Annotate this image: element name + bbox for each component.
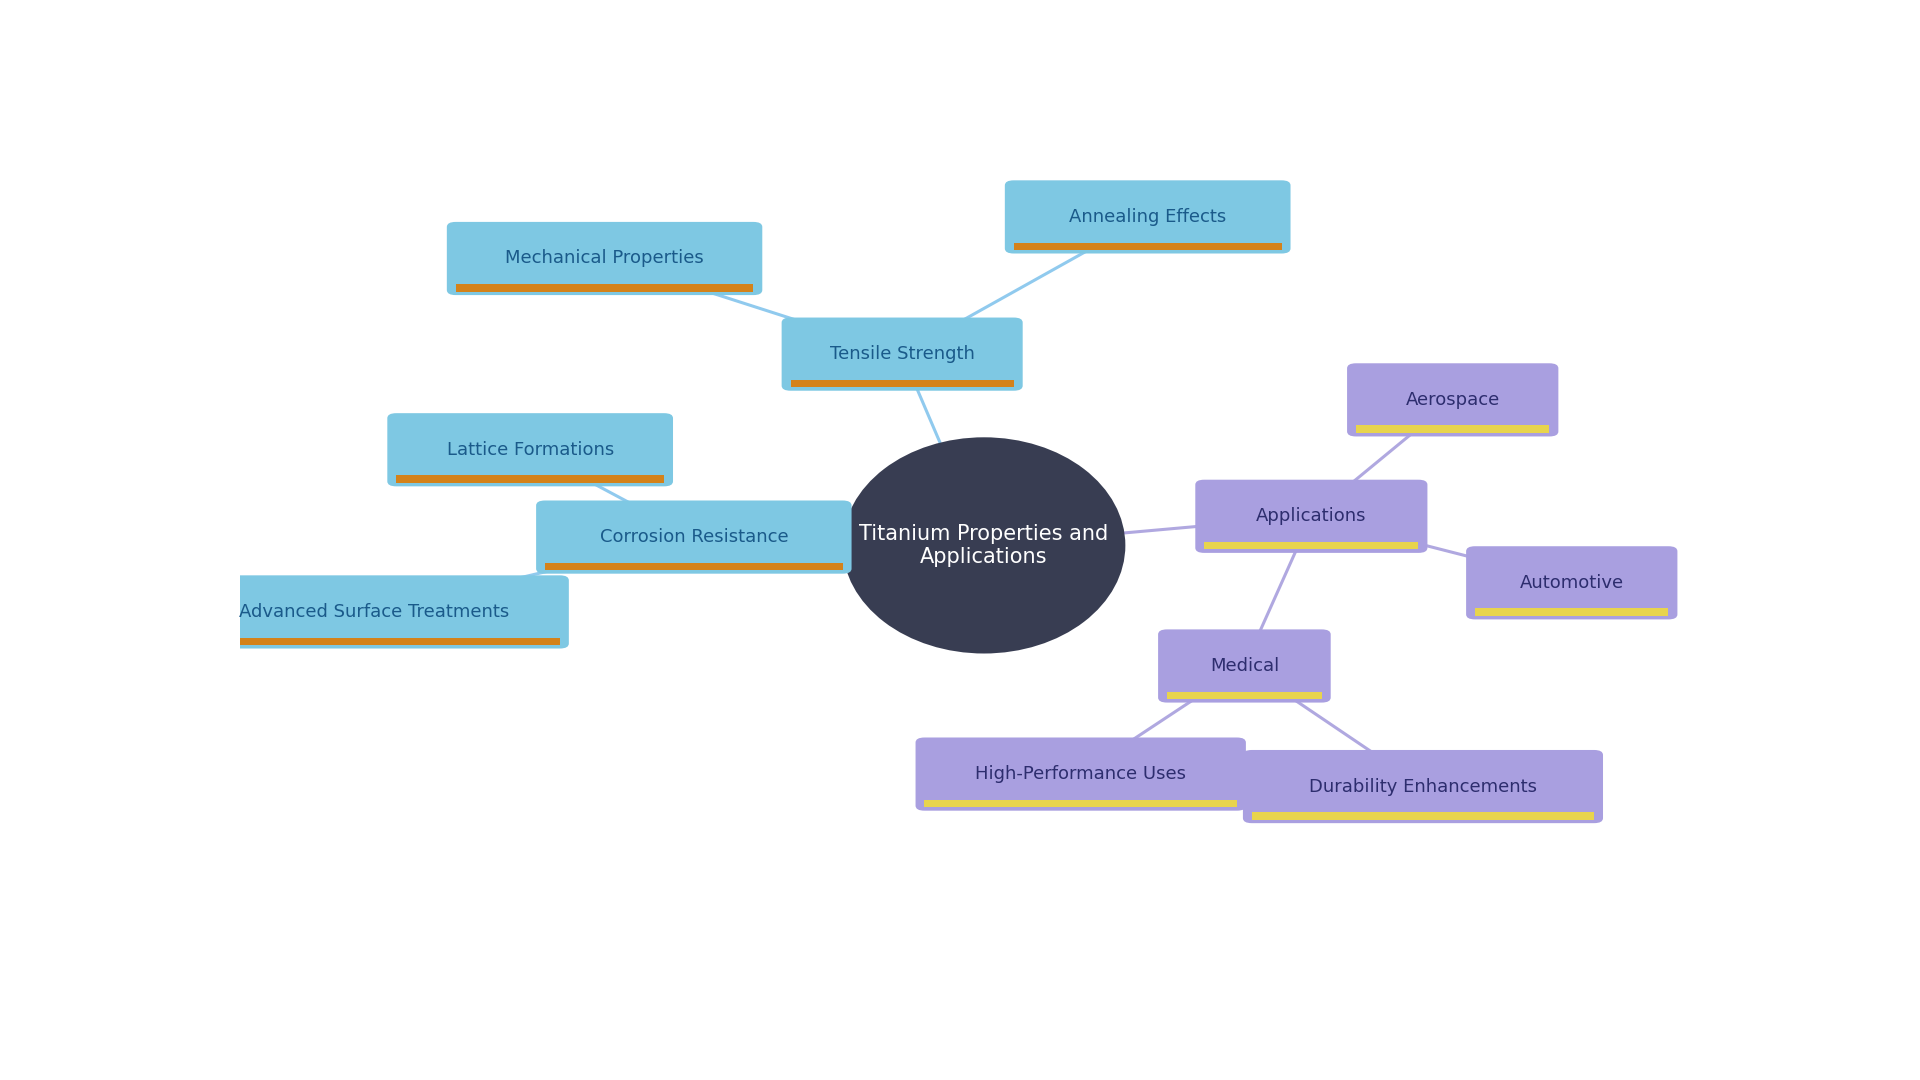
- FancyBboxPatch shape: [455, 284, 753, 292]
- FancyBboxPatch shape: [924, 799, 1236, 807]
- FancyBboxPatch shape: [1242, 750, 1603, 823]
- Text: Corrosion Resistance: Corrosion Resistance: [599, 528, 787, 546]
- FancyBboxPatch shape: [1348, 363, 1559, 436]
- FancyBboxPatch shape: [781, 318, 1023, 391]
- FancyBboxPatch shape: [388, 414, 674, 486]
- Text: Titanium Properties and
Applications: Titanium Properties and Applications: [860, 524, 1108, 567]
- FancyBboxPatch shape: [1004, 180, 1290, 254]
- FancyBboxPatch shape: [1467, 546, 1678, 620]
- FancyBboxPatch shape: [916, 738, 1246, 811]
- Text: Tensile Strength: Tensile Strength: [829, 346, 975, 363]
- Text: Advanced Surface Treatments: Advanced Surface Treatments: [238, 603, 509, 621]
- Text: High-Performance Uses: High-Performance Uses: [975, 765, 1187, 783]
- FancyBboxPatch shape: [179, 576, 568, 648]
- FancyBboxPatch shape: [545, 563, 843, 570]
- FancyBboxPatch shape: [1252, 812, 1594, 820]
- FancyBboxPatch shape: [536, 500, 852, 573]
- Text: Applications: Applications: [1256, 508, 1367, 525]
- FancyBboxPatch shape: [791, 380, 1014, 388]
- Text: Medical: Medical: [1210, 657, 1279, 675]
- Text: Mechanical Properties: Mechanical Properties: [505, 249, 705, 268]
- Text: Annealing Effects: Annealing Effects: [1069, 208, 1227, 226]
- FancyBboxPatch shape: [1475, 608, 1668, 616]
- Text: Automotive: Automotive: [1521, 573, 1624, 592]
- FancyBboxPatch shape: [1204, 542, 1419, 550]
- FancyBboxPatch shape: [188, 637, 561, 645]
- Text: Durability Enhancements: Durability Enhancements: [1309, 778, 1536, 796]
- FancyBboxPatch shape: [1158, 630, 1331, 703]
- FancyBboxPatch shape: [396, 475, 664, 483]
- FancyBboxPatch shape: [447, 221, 762, 295]
- Text: Lattice Formations: Lattice Formations: [447, 441, 614, 459]
- FancyBboxPatch shape: [1196, 480, 1427, 553]
- FancyBboxPatch shape: [1356, 426, 1549, 433]
- FancyBboxPatch shape: [1014, 243, 1283, 249]
- FancyBboxPatch shape: [1167, 691, 1321, 699]
- Text: Aerospace: Aerospace: [1405, 391, 1500, 409]
- Ellipse shape: [843, 437, 1125, 653]
